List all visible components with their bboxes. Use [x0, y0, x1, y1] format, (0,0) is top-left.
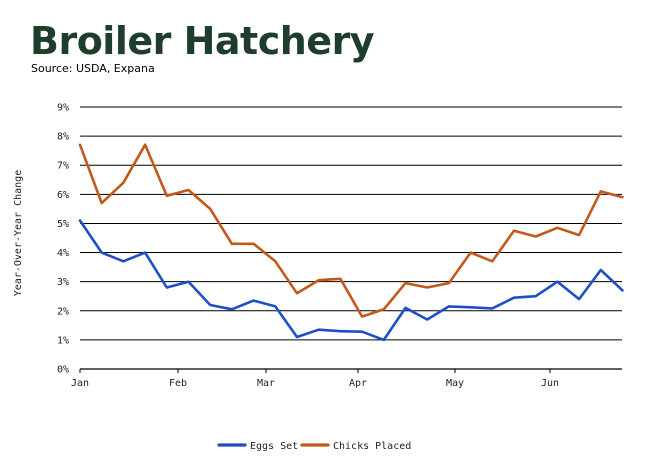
- x-axis-tick-labels: Jan Feb Mar Apr May Jun: [71, 369, 559, 389]
- y-tick-label: 7%: [57, 161, 69, 172]
- legend: Eggs Set Chicks Placed: [217, 441, 411, 452]
- chart-title: Broiler Hatchery: [30, 19, 375, 63]
- series-line-chicks-placed: [78, 143, 624, 318]
- y-tick-label: 3%: [57, 277, 69, 288]
- y-axis-title: Year-Over-Year Change: [13, 170, 24, 296]
- series-line-eggs-set: [78, 219, 624, 342]
- y-tick-label: 6%: [57, 190, 69, 201]
- x-tick-label: Jun: [541, 378, 559, 389]
- y-tick-label: 5%: [57, 219, 69, 230]
- y-axis-tick-labels: 0% 1% 2% 3% 4% 5% 6% 7% 8% 9%: [57, 103, 69, 376]
- y-tick-label: 0%: [57, 365, 69, 376]
- y-tick-label: 4%: [57, 248, 69, 259]
- gridlines: [80, 106, 622, 370]
- x-tick-label: Mar: [257, 378, 275, 389]
- y-tick-label: 9%: [57, 103, 69, 114]
- x-tick-label: Feb: [169, 378, 187, 389]
- legend-label: Chicks Placed: [333, 441, 411, 452]
- x-tick-label: Apr: [349, 378, 367, 389]
- x-tick-label: Jan: [71, 378, 89, 389]
- x-tick-label: May: [446, 378, 464, 389]
- y-tick-label: 8%: [57, 132, 69, 143]
- y-tick-label: 2%: [57, 306, 69, 317]
- legend-label: Eggs Set: [250, 441, 298, 452]
- y-tick-label: 1%: [57, 335, 69, 346]
- series-lines: [78, 143, 624, 342]
- chart-source: Source: USDA, Expana: [31, 62, 155, 75]
